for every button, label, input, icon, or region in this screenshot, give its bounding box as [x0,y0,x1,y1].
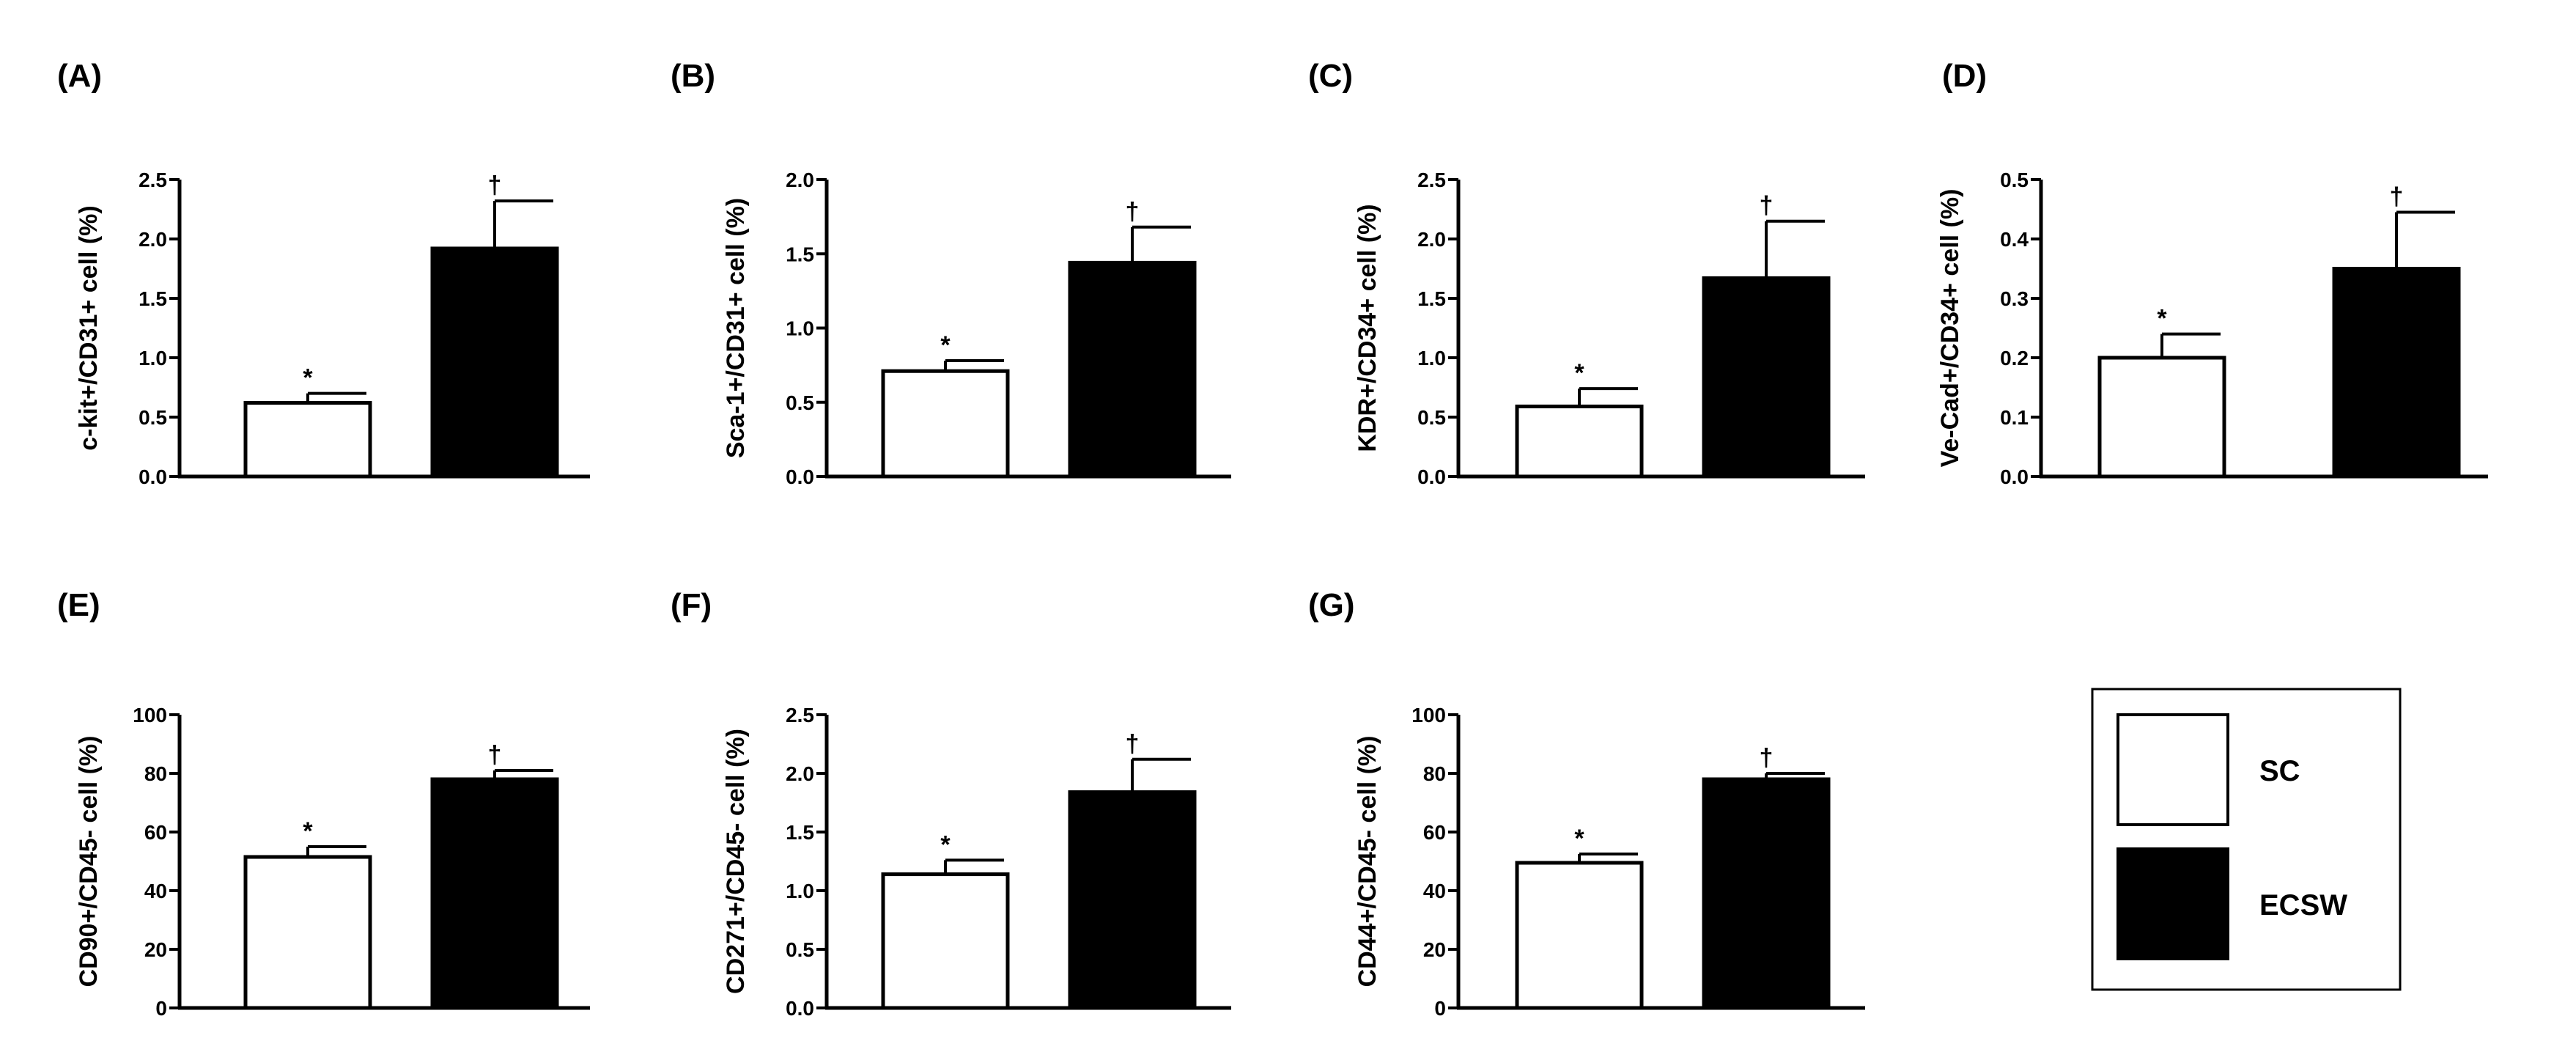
significance-marker: * [1574,359,1584,387]
y-tick-label: 0.4 [2000,228,2029,251]
y-tick-label: 1.5 [786,243,814,265]
panel-label: (D) [1942,58,1987,94]
y-tick-label: 0.5 [786,391,814,414]
bar-sc [881,872,1010,1010]
y-tick-label: 1.5 [1417,287,1446,310]
y-tick-label: 0.5 [1417,406,1446,429]
bar-sc [243,401,372,479]
chart-panel: (C) KDR+/CD34+ cell (%) 0.0 0.5 1.0 1.5 2.0 2.5… [1308,58,1865,488]
bar-sc [1515,861,1644,1010]
bar-ecsw [1702,276,1831,479]
significance-marker: * [303,817,313,845]
y-tick-label: 2.5 [786,704,814,726]
y-tick-label: 1.0 [786,317,814,340]
y-tick-label: 0 [1434,997,1446,1020]
y-tick-label: 0.3 [2000,287,2029,310]
y-tick-label: 60 [1423,821,1446,844]
y-axis-label: Sca-1+/CD31+ cell (%) [722,198,750,458]
y-tick-label: 2.5 [139,169,167,191]
panel-label: (C) [1308,58,1353,94]
chart-panel: (B) Sca-1+/CD31+ cell (%) 0.0 0.5 1.0 1.5 2.0 *… [671,58,1231,488]
y-tick-label: 100 [133,704,167,726]
significance-marker: † [1126,198,1140,226]
y-tick-label: 80 [144,762,167,785]
bar-ecsw [430,246,559,479]
y-axis-label: CD90+/CD45- cell (%) [75,736,103,987]
y-tick-label: 100 [1411,704,1446,726]
y-tick-label: 40 [1423,880,1446,902]
y-tick-label: 0.5 [139,406,167,429]
y-tick-label: 40 [144,880,167,902]
y-tick-label: 0.5 [2000,169,2029,191]
y-tick-label: 1.0 [1417,347,1446,369]
bar-ecsw [1068,790,1197,1010]
y-tick-label: 0.0 [139,465,167,488]
bar-ecsw [430,777,559,1010]
significance-marker: * [940,831,951,858]
y-tick-label: 20 [1423,938,1446,961]
significance-marker: † [1760,192,1774,220]
y-tick-label: 1.0 [139,347,167,369]
significance-marker: † [2390,183,2404,211]
y-tick-label: 0.1 [2000,406,2029,429]
bar-ecsw [1068,260,1197,479]
legend-label-sc: SC [2259,755,2300,787]
y-axis-label: Ve-Cad+/CD34+ cell (%) [1936,189,1964,468]
y-tick-label: 20 [144,938,167,961]
panel-label: (E) [57,587,100,623]
panel-label: (A) [57,58,102,94]
chart-panel: (G) CD44+/CD45- cell (%) 0 20 40 60 80 100 * † [1308,587,1865,1020]
y-tick-label: 1.0 [786,880,814,902]
legend-label-ecsw: ECSW [2259,889,2347,921]
significance-marker: † [488,741,502,769]
bar-sc [2097,356,2226,479]
chart-panel: (F) CD271+/CD45- cell (%) 0.0 0.5 1.0 1.5 2.0 2… [671,587,1231,1020]
y-tick-label: 80 [1423,762,1446,785]
y-tick-label: 1.5 [786,821,814,844]
bar-sc [881,369,1010,479]
y-tick-label: 2.0 [786,762,814,785]
significance-marker: * [2157,305,2167,333]
bar-sc [1515,404,1644,479]
y-tick-label: 2.0 [1417,228,1446,251]
significance-marker: † [1126,730,1140,758]
y-tick-label: 60 [144,821,167,844]
y-tick-label: 0 [155,997,167,1020]
y-axis-label: CD271+/CD45- cell (%) [722,729,750,994]
legend-swatch-ecsw [2116,847,2229,960]
significance-marker: † [488,172,502,199]
significance-marker: * [1574,825,1584,853]
bar-sc [243,855,372,1010]
y-tick-label: 0.0 [786,465,814,488]
y-tick-label: 2.0 [786,169,814,191]
legend-swatch-sc [2116,713,2229,826]
chart-panel: (D) Ve-Cad+/CD34+ cell (%) 0.0 0.1 0.2 0.3 0.4… [1936,58,2488,488]
y-tick-label: 0.0 [1417,465,1446,488]
y-axis-label: CD44+/CD45- cell (%) [1354,736,1381,987]
y-tick-label: 0.0 [786,997,814,1020]
bar-ecsw [2332,267,2461,479]
significance-marker: * [303,364,313,392]
panel-label: (G) [1308,587,1355,623]
y-axis-label: KDR+/CD34+ cell (%) [1354,204,1381,452]
significance-marker: † [1760,744,1774,772]
y-tick-label: 1.5 [139,287,167,310]
legend: SC ECSW [2091,688,2402,991]
panel-label: (F) [671,587,712,623]
y-tick-label: 2.5 [1417,169,1446,191]
y-tick-label: 0.5 [786,938,814,961]
y-tick-label: 2.0 [139,228,167,251]
panel-label: (B) [671,58,715,94]
y-axis-label: c-kit+/CD31+ cell (%) [75,205,103,450]
chart-panel: (E) CD90+/CD45- cell (%) 0 20 40 60 80 100 * † [57,587,590,1020]
y-tick-label: 0.2 [2000,347,2029,369]
significance-marker: * [940,331,951,359]
y-tick-label: 0.0 [2000,465,2029,488]
bar-ecsw [1702,777,1831,1010]
chart-panel: (A) c-kit+/CD31+ cell (%) 0.0 0.5 1.0 1.5 2.0 2… [57,58,590,488]
